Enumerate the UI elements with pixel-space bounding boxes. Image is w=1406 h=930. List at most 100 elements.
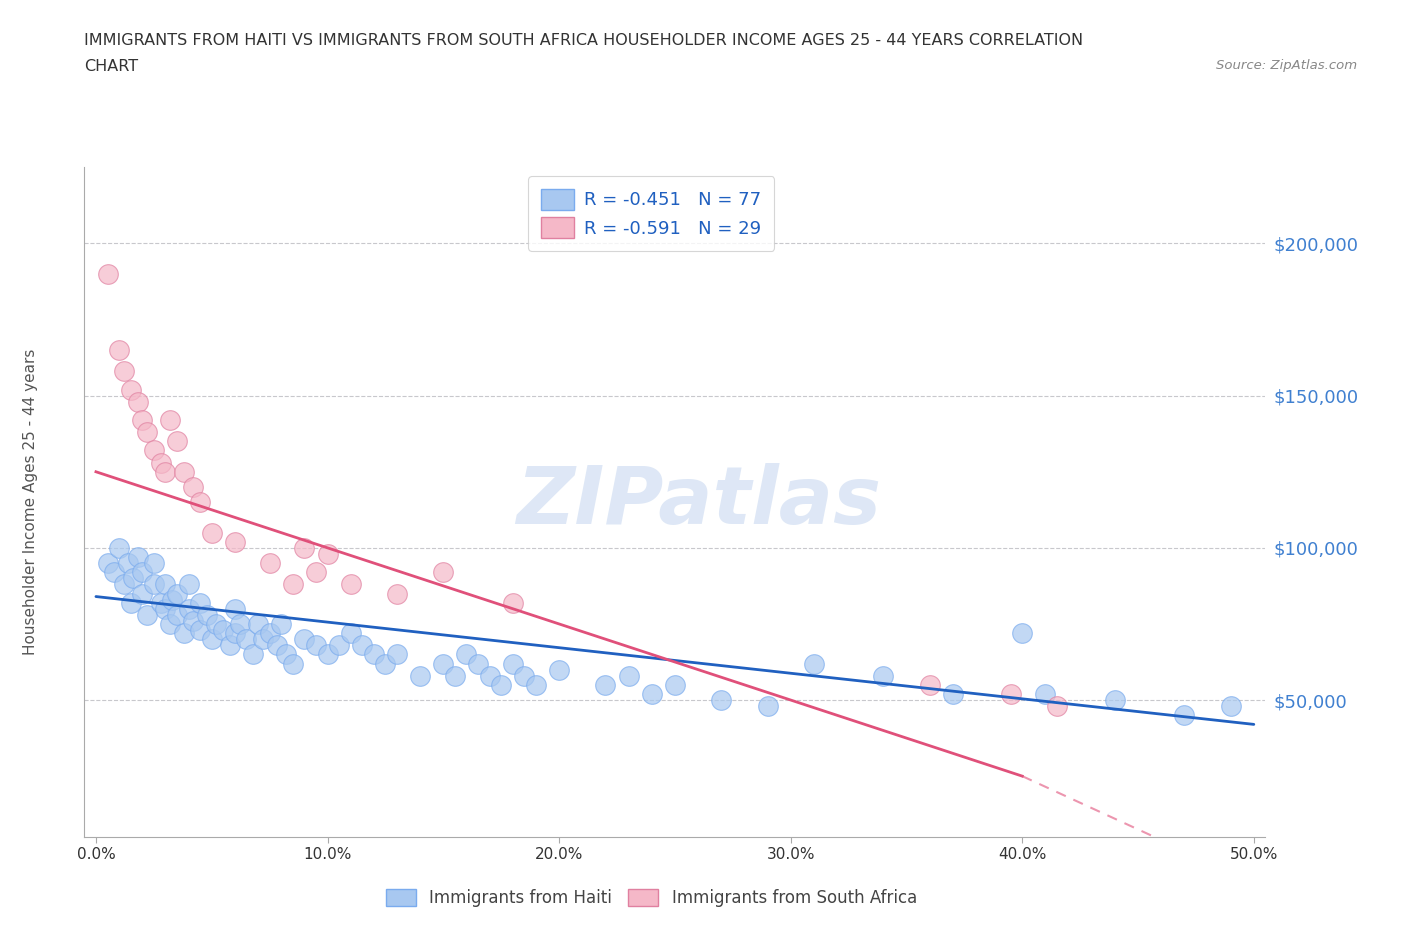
- Point: [142, 443, 165, 458]
- Text: Householder Income Ages 25 - 44 years: Householder Income Ages 25 - 44 years: [24, 349, 38, 656]
- Point: [212, 622, 235, 637]
- Point: [281, 656, 304, 671]
- Point: [641, 686, 664, 701]
- Point: [247, 617, 270, 631]
- Point: [142, 555, 165, 570]
- Point: [112, 364, 135, 379]
- Point: [363, 647, 385, 662]
- Point: [162, 592, 184, 607]
- Point: [166, 434, 188, 449]
- Point: [120, 595, 142, 610]
- Point: [228, 617, 250, 631]
- Text: Source: ZipAtlas.com: Source: ZipAtlas.com: [1216, 59, 1357, 72]
- Point: [292, 631, 315, 646]
- Point: [524, 677, 547, 692]
- Point: [224, 535, 246, 550]
- Point: [117, 555, 139, 570]
- Point: [305, 565, 328, 579]
- Point: [135, 607, 157, 622]
- Point: [502, 656, 524, 671]
- Point: [131, 586, 153, 601]
- Point: [259, 626, 281, 641]
- Point: [409, 669, 432, 684]
- Point: [1219, 698, 1241, 713]
- Point: [103, 565, 125, 579]
- Point: [155, 464, 177, 479]
- Point: [266, 638, 288, 653]
- Point: [339, 626, 361, 641]
- Point: [292, 540, 315, 555]
- Point: [1011, 626, 1033, 641]
- Point: [444, 669, 467, 684]
- Point: [135, 425, 157, 440]
- Point: [159, 617, 181, 631]
- Point: [122, 571, 145, 586]
- Point: [108, 540, 131, 555]
- Point: [166, 607, 188, 622]
- Point: [1104, 693, 1126, 708]
- Point: [108, 342, 131, 357]
- Point: [316, 547, 339, 562]
- Point: [259, 555, 281, 570]
- Point: [142, 577, 165, 591]
- Point: [177, 577, 200, 591]
- Point: [756, 698, 779, 713]
- Text: ZIPatlas: ZIPatlas: [516, 463, 882, 541]
- Point: [235, 631, 257, 646]
- Point: [456, 647, 478, 662]
- Point: [205, 617, 228, 631]
- Point: [173, 626, 195, 641]
- Point: [166, 586, 188, 601]
- Point: [252, 631, 274, 646]
- Point: [467, 656, 489, 671]
- Point: [177, 602, 200, 617]
- Point: [478, 669, 501, 684]
- Point: [1035, 686, 1057, 701]
- Point: [127, 394, 149, 409]
- Point: [352, 638, 374, 653]
- Text: IMMIGRANTS FROM HAITI VS IMMIGRANTS FROM SOUTH AFRICA HOUSEHOLDER INCOME AGES 25: IMMIGRANTS FROM HAITI VS IMMIGRANTS FROM…: [84, 33, 1084, 47]
- Point: [224, 602, 246, 617]
- Point: [159, 413, 181, 428]
- Point: [664, 677, 686, 692]
- Point: [270, 617, 292, 631]
- Point: [149, 595, 172, 610]
- Point: [131, 413, 153, 428]
- Point: [219, 638, 242, 653]
- Point: [339, 577, 361, 591]
- Point: [274, 647, 297, 662]
- Point: [328, 638, 350, 653]
- Point: [242, 647, 264, 662]
- Point: [188, 495, 211, 510]
- Point: [548, 662, 571, 677]
- Point: [617, 669, 640, 684]
- Point: [96, 267, 118, 282]
- Point: [181, 614, 204, 629]
- Point: [305, 638, 328, 653]
- Point: [155, 577, 177, 591]
- Point: [595, 677, 617, 692]
- Point: [489, 677, 512, 692]
- Point: [1000, 686, 1022, 701]
- Point: [96, 555, 118, 570]
- Point: [131, 565, 153, 579]
- Point: [155, 602, 177, 617]
- Point: [374, 656, 396, 671]
- Point: [188, 622, 211, 637]
- Point: [173, 464, 195, 479]
- Point: [120, 382, 142, 397]
- Point: [195, 607, 218, 622]
- Point: [432, 656, 454, 671]
- Point: [803, 656, 825, 671]
- Point: [112, 577, 135, 591]
- Point: [181, 480, 204, 495]
- Point: [710, 693, 733, 708]
- Point: [872, 669, 894, 684]
- Point: [188, 595, 211, 610]
- Point: [201, 525, 224, 540]
- Point: [385, 586, 408, 601]
- Point: [502, 595, 524, 610]
- Legend: Immigrants from Haiti, Immigrants from South Africa: Immigrants from Haiti, Immigrants from S…: [377, 881, 925, 916]
- Point: [513, 669, 536, 684]
- Point: [149, 455, 172, 470]
